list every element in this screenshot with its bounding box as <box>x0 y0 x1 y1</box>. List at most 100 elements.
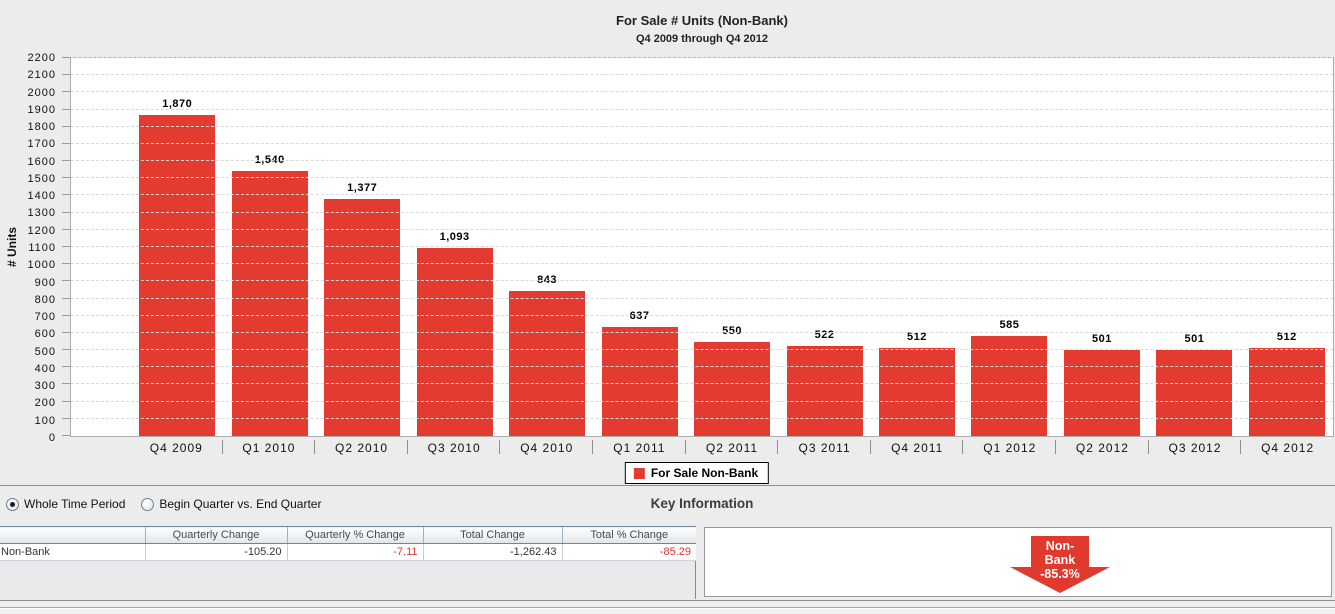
time-period-radio-group: Whole Time Period Begin Quarter vs. End … <box>6 497 321 511</box>
x-axis-label: Q2 2011 <box>686 438 779 459</box>
y-tick-label: 1200 <box>27 224 56 237</box>
x-axis-label: Q3 2012 <box>1149 438 1242 459</box>
y-tick-mark <box>62 160 70 162</box>
y-tick-mark <box>62 74 70 76</box>
radio-begin-vs-end-quarter[interactable]: Begin Quarter vs. End Quarter <box>141 497 321 511</box>
x-axis-label: Q3 2010 <box>408 438 501 459</box>
gridline <box>71 160 1333 162</box>
y-tick-mark <box>62 297 70 299</box>
arrow-line-2: Bank <box>1044 553 1076 567</box>
table-header-quarterly-change[interactable]: Quarterly Change <box>144 526 287 544</box>
bar-cell: 1,093 <box>408 58 500 436</box>
down-arrow-head <box>1009 567 1110 593</box>
y-tick-label: 600 <box>34 328 56 341</box>
x-axis-label: Q3 2011 <box>778 438 871 459</box>
bar-cell: 1,870 <box>131 58 223 436</box>
y-tick-label: 800 <box>34 293 56 306</box>
bar-q3-2011: 522 <box>786 329 863 436</box>
bar-q4-2009: 1,870 <box>139 98 216 436</box>
legend-swatch-icon <box>633 467 645 479</box>
divider <box>0 607 1335 609</box>
y-tick-mark <box>62 142 70 144</box>
gridline <box>71 142 1333 144</box>
bar-q1-2011: 637 <box>601 310 678 436</box>
table-header-row: Quarterly Change Quarterly % Change Tota… <box>0 526 696 544</box>
bar-q2-2011: 550 <box>694 325 771 436</box>
table-header-total-pct-change[interactable]: Total % Change <box>561 526 696 544</box>
y-tick-label: 0 <box>48 432 56 444</box>
legend-label: For Sale Non-Bank <box>650 466 759 480</box>
chart-title: For Sale # Units (Non-Bank) <box>616 13 788 28</box>
arrow-line-1: Non- <box>1045 539 1075 553</box>
plot-area: 1,870 1,540 1,377 1,093 843 637 550 522 512 585 50… <box>62 57 1334 437</box>
y-tick-mark <box>62 314 70 316</box>
x-axis-label: Q1 2010 <box>223 438 316 459</box>
bar-q1-2012: 585 <box>971 319 1048 436</box>
bar-cell: 637 <box>593 58 685 436</box>
bar-value-label: 550 <box>722 324 742 337</box>
bar-q4-2012: 512 <box>1248 331 1325 436</box>
bar-cell: 1,540 <box>223 58 315 436</box>
bar-q3-2010: 1,093 <box>416 231 493 436</box>
gridline <box>71 349 1333 351</box>
gridline <box>71 366 1333 368</box>
comparison-table-panel: Quarterly Change Quarterly % Change Tota… <box>0 526 696 599</box>
y-tick-label: 900 <box>34 276 56 289</box>
bar-q1-2010: 1,540 <box>231 154 308 436</box>
y-tick-label: 100 <box>34 414 56 427</box>
table-row[interactable]: Non-Bank -105.20 -7.11 -1,262.43 -85.29 <box>0 543 696 561</box>
bar-cell: 522 <box>778 58 870 436</box>
bar-cell: 1,377 <box>316 58 408 436</box>
table-header-blank <box>0 526 145 544</box>
gridline <box>71 74 1333 76</box>
key-information-title: Key Information <box>650 496 754 511</box>
table-header-quarterly-pct-change[interactable]: Quarterly % Change <box>286 526 423 544</box>
arrow-line-3: -85.3% <box>1040 567 1080 581</box>
gridline <box>71 194 1333 196</box>
bar-value-label: 501 <box>1184 332 1205 345</box>
y-tick-label: 700 <box>34 311 56 324</box>
gridline <box>71 177 1333 179</box>
down-arrow-icon: Non- Bank -85.3% <box>1009 536 1110 594</box>
radio-selected-icon[interactable] <box>6 497 19 511</box>
bar-q4-2010: 843 <box>509 274 586 436</box>
x-axis-label: Q1 2011 <box>593 438 686 459</box>
bar-cell: 585 <box>963 58 1055 436</box>
y-tick-label: 1000 <box>27 259 56 272</box>
y-tick-mark <box>62 331 70 333</box>
radio-whole-time-period[interactable]: Whole Time Period <box>6 497 125 511</box>
table-header-total-change[interactable]: Total Change <box>422 526 562 544</box>
y-tick-mark <box>62 125 70 127</box>
comparison-table: Quarterly Change Quarterly % Change Tota… <box>0 526 696 561</box>
gridline <box>71 108 1333 110</box>
bar-value-label: 843 <box>537 274 558 287</box>
y-tick-label: 1900 <box>27 103 56 116</box>
bar-value-label: 585 <box>999 318 1020 331</box>
bar-value-label: 1,093 <box>439 231 470 244</box>
x-axis-labels: Q4 2009 Q1 2010 Q2 2010 Q3 2010 Q4 2010 Q1 20… <box>70 438 1334 459</box>
bar-value-label: 501 <box>1091 332 1112 345</box>
quarterly-change-cell: -105.20 <box>144 543 287 561</box>
y-tick-label: 300 <box>34 380 56 393</box>
bar-cell: 501 <box>1148 58 1240 436</box>
down-arrow-label: Non- Bank -85.3% <box>1010 539 1110 581</box>
y-tick-label: 1500 <box>27 172 56 185</box>
bar-value-label: 512 <box>907 331 927 344</box>
bar-cell: 843 <box>501 58 593 436</box>
y-tick-mark <box>62 400 70 402</box>
y-tick-mark <box>62 383 70 385</box>
bar-q2-2010: 1,377 <box>324 182 401 436</box>
y-tick-mark <box>62 366 70 368</box>
bar-cell: 501 <box>1056 58 1148 436</box>
quarterly-pct-change-cell: -7.11 <box>286 543 423 561</box>
controls-strip: Whole Time Period Begin Quarter vs. End … <box>0 487 1335 524</box>
radio-label: Begin Quarter vs. End Quarter <box>159 497 322 511</box>
radio-label: Whole Time Period <box>24 497 126 511</box>
y-tick-mark <box>62 263 70 265</box>
bars-container: 1,870 1,540 1,377 1,093 843 637 550 522 512 585 50… <box>71 58 1333 436</box>
total-change-cell: -1,262.43 <box>422 543 562 561</box>
bar-q2-2012: 501 <box>1063 333 1140 436</box>
y-tick-label: 1600 <box>27 155 56 168</box>
radio-unselected-icon[interactable] <box>141 497 155 511</box>
chart-panel: For Sale # Units (Non-Bank) Q4 2009 thro… <box>0 13 1335 486</box>
